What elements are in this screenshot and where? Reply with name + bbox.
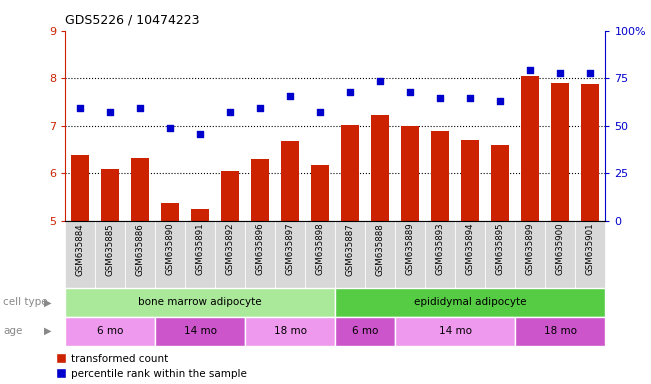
Point bbox=[405, 88, 415, 94]
Bar bbox=[341, 125, 359, 221]
Text: GSM635885: GSM635885 bbox=[105, 223, 115, 276]
Bar bbox=[125, 221, 155, 288]
Bar bbox=[65, 317, 155, 346]
Text: GSM635895: GSM635895 bbox=[496, 223, 505, 275]
Bar bbox=[161, 203, 179, 221]
Bar bbox=[371, 115, 389, 221]
Bar bbox=[281, 141, 299, 221]
Point bbox=[255, 104, 266, 111]
Bar bbox=[425, 221, 455, 288]
Text: GSM635894: GSM635894 bbox=[466, 223, 475, 275]
Text: 18 mo: 18 mo bbox=[273, 326, 307, 336]
Bar bbox=[251, 159, 270, 221]
Point bbox=[495, 98, 506, 104]
Text: GSM635901: GSM635901 bbox=[586, 223, 595, 275]
Bar bbox=[305, 221, 335, 288]
Bar bbox=[365, 221, 395, 288]
Text: GSM635891: GSM635891 bbox=[196, 223, 204, 275]
Bar bbox=[185, 221, 215, 288]
Bar bbox=[131, 158, 149, 221]
Text: 18 mo: 18 mo bbox=[544, 326, 577, 336]
Point bbox=[225, 109, 236, 116]
Bar bbox=[215, 221, 245, 288]
Bar bbox=[551, 83, 570, 221]
Bar bbox=[65, 288, 335, 317]
Point bbox=[165, 125, 175, 131]
Text: GSM635899: GSM635899 bbox=[526, 223, 535, 275]
Bar bbox=[155, 221, 185, 288]
Text: 14 mo: 14 mo bbox=[439, 326, 472, 336]
Point bbox=[435, 95, 445, 101]
Text: age: age bbox=[3, 326, 23, 336]
Text: GSM635889: GSM635889 bbox=[406, 223, 415, 275]
Text: bone marrow adipocyte: bone marrow adipocyte bbox=[139, 297, 262, 308]
Text: GSM635896: GSM635896 bbox=[256, 223, 265, 275]
Point bbox=[345, 88, 355, 94]
Bar bbox=[521, 76, 540, 221]
Point bbox=[285, 93, 296, 99]
Text: 14 mo: 14 mo bbox=[184, 326, 217, 336]
Bar bbox=[155, 317, 245, 346]
Bar bbox=[462, 140, 479, 221]
Text: GSM635888: GSM635888 bbox=[376, 223, 385, 276]
Bar bbox=[516, 221, 546, 288]
Bar bbox=[101, 169, 119, 221]
Text: GDS5226 / 10474223: GDS5226 / 10474223 bbox=[65, 14, 200, 27]
Text: ▶: ▶ bbox=[44, 297, 52, 308]
Text: GSM635900: GSM635900 bbox=[556, 223, 565, 275]
Bar bbox=[275, 221, 305, 288]
Text: GSM635898: GSM635898 bbox=[316, 223, 325, 275]
Bar bbox=[221, 171, 239, 221]
Bar bbox=[335, 317, 395, 346]
Bar bbox=[311, 165, 329, 221]
Point bbox=[105, 109, 115, 116]
Bar bbox=[335, 221, 365, 288]
Point bbox=[465, 95, 475, 101]
Text: ▶: ▶ bbox=[44, 326, 52, 336]
Point bbox=[195, 131, 205, 137]
Point bbox=[315, 109, 326, 116]
Bar bbox=[401, 126, 419, 221]
Text: cell type: cell type bbox=[3, 297, 48, 308]
Point bbox=[585, 70, 596, 76]
Bar bbox=[65, 221, 95, 288]
Bar bbox=[486, 221, 516, 288]
Bar bbox=[191, 209, 209, 221]
Bar bbox=[245, 221, 275, 288]
Bar bbox=[455, 221, 486, 288]
Text: GSM635890: GSM635890 bbox=[165, 223, 174, 275]
Text: epididymal adipocyte: epididymal adipocyte bbox=[414, 297, 527, 308]
Text: 6 mo: 6 mo bbox=[352, 326, 378, 336]
Bar bbox=[581, 84, 600, 221]
Bar bbox=[71, 155, 89, 221]
Text: GSM635897: GSM635897 bbox=[286, 223, 295, 275]
Text: GSM635887: GSM635887 bbox=[346, 223, 355, 276]
Bar bbox=[432, 131, 449, 221]
Legend: transformed count, percentile rank within the sample: transformed count, percentile rank withi… bbox=[57, 354, 247, 379]
Text: GSM635886: GSM635886 bbox=[135, 223, 145, 276]
Bar bbox=[546, 221, 575, 288]
Bar bbox=[575, 221, 605, 288]
Bar bbox=[516, 317, 605, 346]
Bar bbox=[395, 221, 425, 288]
Bar bbox=[245, 317, 335, 346]
Point bbox=[75, 104, 85, 111]
Bar bbox=[492, 145, 509, 221]
Point bbox=[555, 70, 566, 76]
Point bbox=[375, 78, 385, 84]
Bar bbox=[395, 317, 516, 346]
Text: GSM635892: GSM635892 bbox=[226, 223, 235, 275]
Text: GSM635893: GSM635893 bbox=[436, 223, 445, 275]
Bar bbox=[335, 288, 605, 317]
Point bbox=[525, 66, 536, 73]
Bar bbox=[95, 221, 125, 288]
Point bbox=[135, 104, 145, 111]
Text: 6 mo: 6 mo bbox=[97, 326, 123, 336]
Text: GSM635884: GSM635884 bbox=[76, 223, 85, 276]
